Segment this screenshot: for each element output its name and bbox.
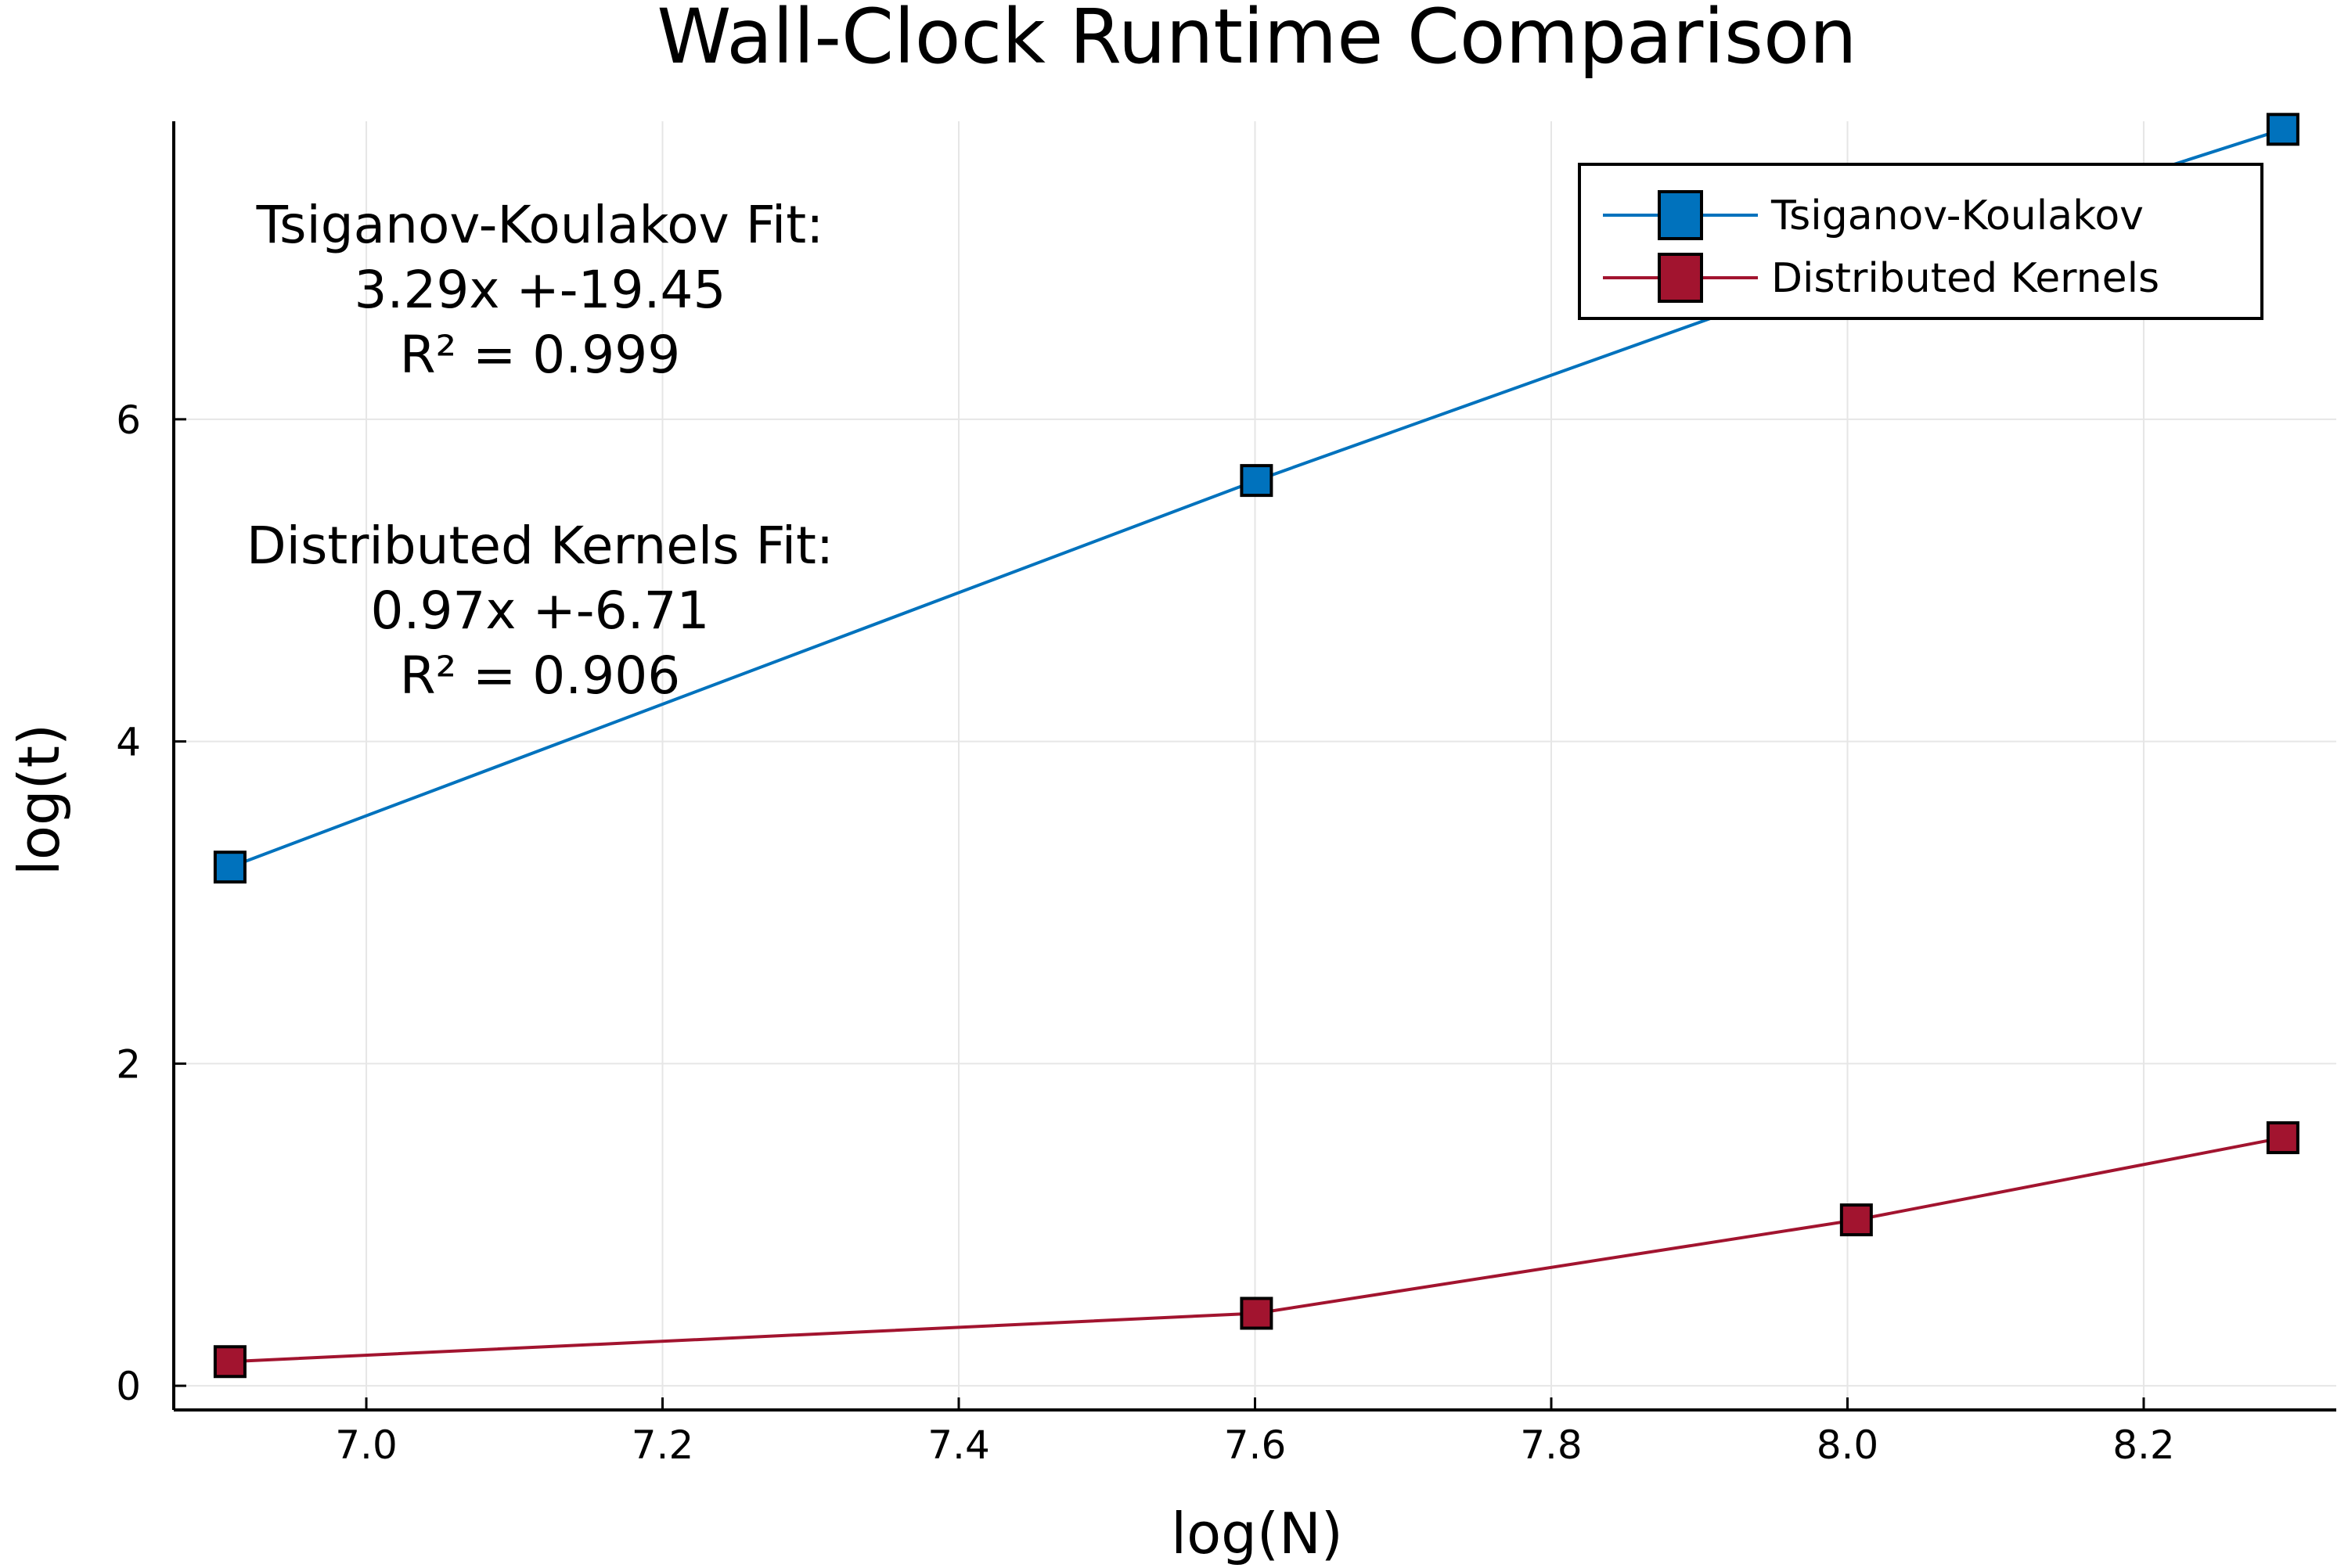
data-point-distributed-kernels bbox=[213, 1345, 247, 1379]
series-line-distributed-kernels bbox=[229, 1136, 2284, 1364]
x-axis-label: log(N) bbox=[1171, 1501, 1343, 1565]
x-tick-label: 7.6 bbox=[1224, 1422, 1287, 1468]
fit-annotation-line: 0.97x +-6.71 bbox=[370, 581, 709, 641]
y-tick-label: 4 bbox=[116, 720, 141, 765]
x-tick-label: 8.0 bbox=[1817, 1422, 1879, 1468]
x-tick-label: 7.0 bbox=[335, 1422, 398, 1468]
data-point-tsiganov-koulakov bbox=[2266, 113, 2299, 146]
fit-annotation-line: R² = 0.906 bbox=[400, 646, 681, 706]
fit-annotation-line: R² = 0.999 bbox=[400, 325, 681, 385]
data-point-tsiganov-koulakov bbox=[213, 851, 247, 884]
y-tick-label: 2 bbox=[116, 1041, 141, 1087]
legend: Tsiganov-Koulakov Distributed Kernels bbox=[1578, 163, 2263, 320]
chart-title: Wall-Clock Runtime Comparison bbox=[657, 0, 1856, 81]
x-tick-label: 7.2 bbox=[632, 1422, 694, 1468]
fit-annotation-line: Distributed Kernels Fit: bbox=[247, 516, 834, 576]
axes-layer: 7.0 7.2 7.4 7.6 7.8 8.0 8.2 0 2 4 6 bbox=[116, 121, 2336, 1468]
x-tick-label: 7.8 bbox=[1520, 1422, 1583, 1468]
grid-layer bbox=[174, 121, 2336, 1410]
y-tick-label: 0 bbox=[116, 1364, 141, 1409]
fit-annotation-line: 3.29x +-19.45 bbox=[354, 260, 726, 320]
data-point-tsiganov-koulakov bbox=[1240, 464, 1273, 498]
legend-marker bbox=[1658, 190, 1703, 240]
data-point-distributed-kernels bbox=[1839, 1203, 1873, 1237]
y-tick-label: 6 bbox=[116, 397, 141, 443]
x-tick-label: 7.4 bbox=[927, 1422, 990, 1468]
fit-annotation-line: Tsiganov-Koulakov Fit: bbox=[256, 195, 824, 255]
data-point-distributed-kernels bbox=[1240, 1296, 1273, 1330]
data-point-distributed-kernels bbox=[2266, 1121, 2299, 1155]
legend-marker bbox=[1658, 253, 1703, 303]
legend-label: Distributed Kernels bbox=[1771, 255, 2159, 302]
y-axis-label: log(t) bbox=[6, 724, 72, 876]
legend-label: Tsiganov-Koulakov bbox=[1770, 192, 2144, 239]
x-tick-label: 8.2 bbox=[2112, 1422, 2175, 1468]
